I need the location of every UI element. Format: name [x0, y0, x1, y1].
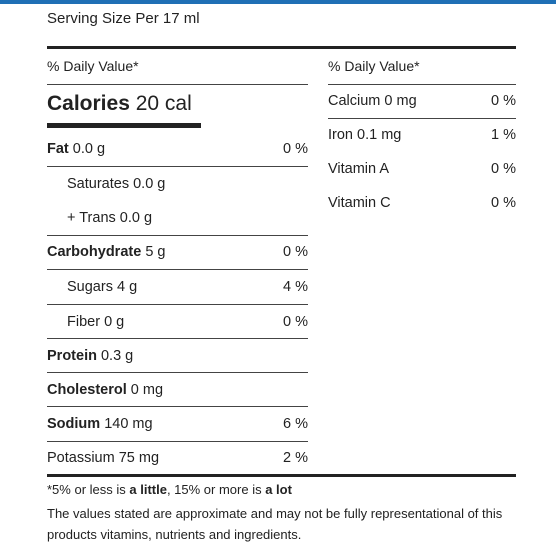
left-header-divider	[47, 84, 308, 85]
nutrient-row-fiber: Fiber 0 g 0 %	[47, 305, 308, 339]
nutrient-name: Protein	[47, 348, 97, 364]
nutrient-row-iron: Iron 0.1 mg 1 %	[328, 118, 516, 152]
nutrient-name: Fat	[47, 141, 69, 157]
nutrient-pct: 0 %	[491, 161, 516, 177]
nutrient-row-sodium: Sodium 140 mg 6 %	[47, 407, 308, 441]
nutrient-name: Vitamin A	[328, 161, 389, 177]
daily-value-note: *5% or less is a little, 15% or more is …	[47, 482, 292, 497]
nutrient-amount: 75 mg	[118, 450, 160, 466]
nutrient-amount: 0.0 g	[72, 141, 106, 157]
nutrient-row-potassium: Potassium 75 mg 2 %	[47, 441, 308, 475]
nutrient-amount: 0 mg	[130, 382, 164, 398]
nutrient-name: Potassium	[47, 450, 115, 466]
nutrient-amount: 5 g	[145, 244, 166, 260]
right-daily-value-header: % Daily Value*	[328, 58, 420, 74]
nutrient-row-carbohydrate: Carbohydrate 5 g 0 %	[47, 235, 308, 269]
nutrient-amount: 0.1 mg	[357, 127, 402, 143]
nutrient-pct: 2 %	[283, 450, 308, 466]
nutrient-row-calcium: Calcium 0 mg 0 %	[328, 84, 516, 118]
nutrient-pct: 6 %	[283, 416, 308, 432]
nutrient-row-vitamin-c: Vitamin C 0 %	[328, 186, 516, 220]
nutrient-name: Saturates	[67, 176, 130, 192]
nutrient-name: Calcium	[328, 93, 381, 109]
left-daily-value-header: % Daily Value*	[47, 58, 139, 74]
row-divider	[47, 372, 308, 373]
nutrient-pct: 0 %	[491, 93, 516, 109]
bottom-divider	[47, 474, 516, 477]
nutrient-name: Iron	[328, 127, 353, 143]
note-text: , 15% or more is	[166, 482, 266, 497]
nutrient-amount: 140 mg	[104, 416, 153, 432]
nutrient-name: Sugars	[67, 279, 113, 295]
serving-size: Serving Size Per 17 ml	[47, 10, 200, 27]
disclaimer: The values stated are approximate and ma…	[47, 506, 503, 542]
top-accent-bar	[0, 0, 556, 4]
row-divider	[47, 441, 308, 442]
row-divider	[47, 269, 308, 270]
nutrient-name: Vitamin C	[328, 195, 391, 211]
nutrient-pct: 0 %	[283, 244, 308, 260]
nutrient-pct: 1 %	[491, 127, 516, 143]
row-divider	[47, 406, 308, 407]
nutrient-amount: 4 g	[116, 279, 138, 295]
row-divider	[47, 304, 308, 305]
calories: Calories 20 cal	[47, 92, 192, 116]
note-text: *5% or less is	[47, 482, 130, 497]
row-divider	[47, 235, 308, 236]
nutrient-row-sugars: Sugars 4 g 4 %	[47, 270, 308, 304]
nutrient-name: + Trans	[67, 210, 116, 226]
nutrient-pct: 0 %	[283, 141, 308, 157]
nutrient-amount: 0 mg	[384, 93, 417, 109]
nutrient-name: Cholesterol	[47, 382, 127, 398]
nutrient-name: Fiber	[67, 314, 101, 330]
calories-underline	[47, 123, 201, 128]
nutrient-amount: 0.3 g	[100, 348, 134, 364]
nutrient-row-vitamin-a: Vitamin A 0 %	[328, 152, 516, 186]
nutrient-pct: 4 %	[283, 279, 308, 295]
nutrient-pct: 0 %	[491, 195, 516, 211]
row-divider	[47, 166, 308, 167]
nutrient-amount: 0.0 g	[133, 176, 166, 192]
row-divider	[328, 118, 516, 119]
note-lot: a lot	[265, 482, 292, 497]
nutrient-row-saturates: Saturates 0.0 g	[47, 167, 308, 201]
calories-value: 20 cal	[135, 92, 192, 115]
nutrient-amount: 0 g	[104, 314, 125, 330]
nutrient-name: Sodium	[47, 416, 101, 432]
note-little: a little	[129, 482, 167, 497]
nutrient-row-cholesterol: Cholesterol 0 mg	[47, 373, 308, 407]
row-divider	[47, 338, 308, 339]
nutrient-pct: 0 %	[283, 314, 308, 330]
right-header-divider	[328, 84, 516, 85]
nutrient-row-protein: Protein 0.3 g	[47, 339, 308, 373]
nutrient-row-fat: Fat 0.0 g 0 %	[47, 132, 308, 166]
nutrient-row-trans: + Trans 0.0 g	[47, 201, 308, 235]
nutrient-amount: 0.0 g	[119, 210, 153, 226]
top-divider	[47, 46, 516, 49]
calories-label: Calories	[47, 92, 130, 115]
nutrient-name: Carbohydrate	[47, 244, 142, 260]
